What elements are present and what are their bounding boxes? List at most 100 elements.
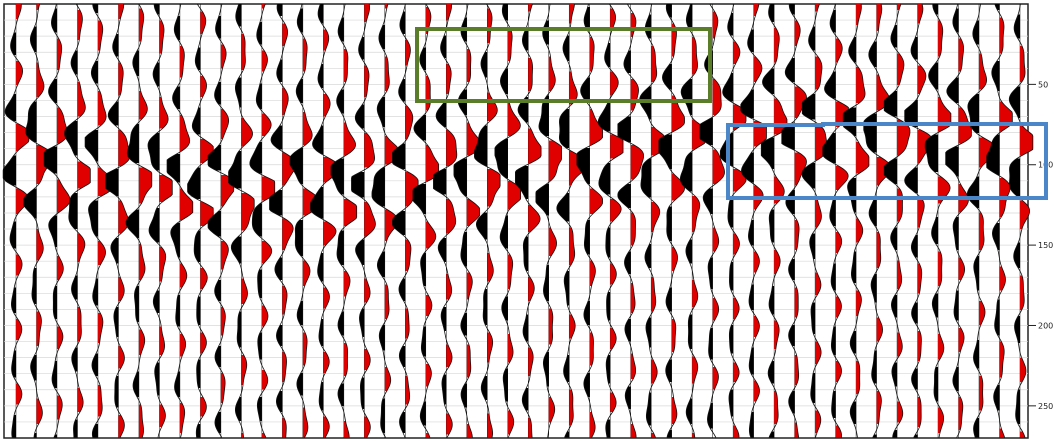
positive-lobe: [97, 241, 106, 265]
positive-lobe: [569, 389, 574, 426]
trace: [639, 3, 665, 438]
negative-lobe: [196, 296, 201, 325]
negative-lobe: [494, 139, 508, 178]
negative-lobe: [769, 431, 775, 438]
positive-lobe: [835, 38, 843, 63]
negative-lobe: [515, 166, 529, 199]
positive-lobe: [241, 34, 246, 70]
wiggle-line: [740, 3, 767, 438]
y-tick-label: 50: [1038, 80, 1048, 89]
wiggle-line: [166, 3, 194, 438]
negative-lobe: [174, 16, 180, 40]
positive-lobe: [651, 202, 660, 232]
negative-lobe: [994, 4, 1000, 10]
positive-lobe: [897, 119, 910, 156]
negative-lobe: [890, 227, 898, 250]
negative-lobe: [904, 167, 918, 193]
negative-lobe: [460, 232, 467, 267]
wiggle-line: [883, 3, 911, 438]
trace: [125, 3, 153, 438]
negative-lobe: [986, 134, 1000, 175]
negative-lobe: [133, 371, 139, 397]
positive-lobe: [343, 421, 350, 438]
wiggle-line: [658, 3, 685, 438]
positive-lobe: [917, 130, 931, 163]
positive-lobe: [302, 332, 308, 366]
positive-lobe: [712, 149, 725, 184]
positive-lobe: [528, 128, 542, 163]
positive-lobe: [282, 418, 287, 438]
positive-lobe: [630, 145, 644, 180]
negative-lobe: [728, 389, 734, 417]
positive-lobe: [118, 415, 125, 438]
positive-lobe: [917, 65, 926, 94]
negative-lobe: [891, 362, 898, 387]
wiggle-line: [392, 3, 419, 438]
positive-lobe: [220, 373, 226, 403]
trace: [474, 3, 501, 438]
positive-lobe: [241, 355, 247, 385]
negative-lobe: [598, 163, 611, 195]
positive-lobe: [364, 65, 369, 97]
positive-lobe: [405, 172, 419, 207]
negative-lobe: [52, 361, 57, 388]
positive-lobe: [261, 433, 266, 438]
negative-lobe: [847, 178, 857, 213]
negative-lobe: [890, 25, 898, 48]
negative-lobe: [946, 77, 959, 103]
positive-lobe: [138, 404, 144, 438]
trace: [64, 3, 91, 438]
negative-lobe: [235, 397, 242, 421]
positive-lobe: [610, 8, 616, 30]
highlight-boxes: [415, 27, 1048, 200]
negative-lobe: [297, 8, 303, 33]
negative-lobe: [359, 308, 365, 337]
negative-lobe: [699, 118, 713, 145]
positive-lobe: [999, 266, 1006, 291]
negative-lobe: [809, 233, 816, 259]
positive-lobe: [999, 428, 1005, 438]
negative-lobe: [23, 188, 37, 219]
negative-lobe: [769, 286, 775, 315]
negative-lobe: [1013, 242, 1020, 268]
positive-lobe: [220, 241, 229, 270]
negative-lobe: [480, 52, 488, 78]
negative-lobe: [729, 325, 734, 354]
negative-lobe: [871, 274, 877, 303]
negative-lobe: [953, 217, 959, 250]
wiggle-line: [289, 3, 317, 438]
negative-lobe: [154, 4, 160, 15]
positive-lobe: [487, 8, 493, 43]
positive-lobe: [446, 344, 453, 367]
negative-lobe: [708, 257, 713, 289]
positive-lobe: [261, 50, 268, 72]
trace: [924, 3, 952, 438]
positive-lobe: [856, 4, 862, 25]
negative-lobe: [351, 172, 365, 198]
negative-lobe: [398, 79, 406, 102]
positive-lobe: [77, 10, 83, 40]
wiggle-line: [249, 3, 276, 438]
positive-lobe: [179, 46, 185, 78]
negative-lobe: [399, 11, 406, 34]
negative-lobe: [789, 4, 795, 15]
positive-lobe: [16, 4, 22, 19]
negative-lobe: [748, 220, 754, 246]
trace: [658, 3, 685, 438]
positive-lobe: [528, 347, 534, 376]
negative-lobe: [605, 419, 611, 438]
negative-lobe: [851, 251, 857, 283]
negative-lobe: [707, 403, 713, 429]
negative-lobe: [1014, 316, 1020, 343]
negative-lobe: [483, 289, 488, 325]
positive-lobe: [958, 397, 963, 430]
negative-lobe: [421, 326, 426, 357]
positive-lobe: [118, 277, 125, 301]
trace: [289, 3, 317, 438]
negative-lobe: [559, 109, 570, 148]
negative-lobe: [747, 29, 754, 52]
negative-lobe: [644, 244, 652, 268]
trace: [392, 3, 419, 438]
positive-lobe: [528, 58, 533, 91]
positive-lobe: [1020, 431, 1025, 438]
